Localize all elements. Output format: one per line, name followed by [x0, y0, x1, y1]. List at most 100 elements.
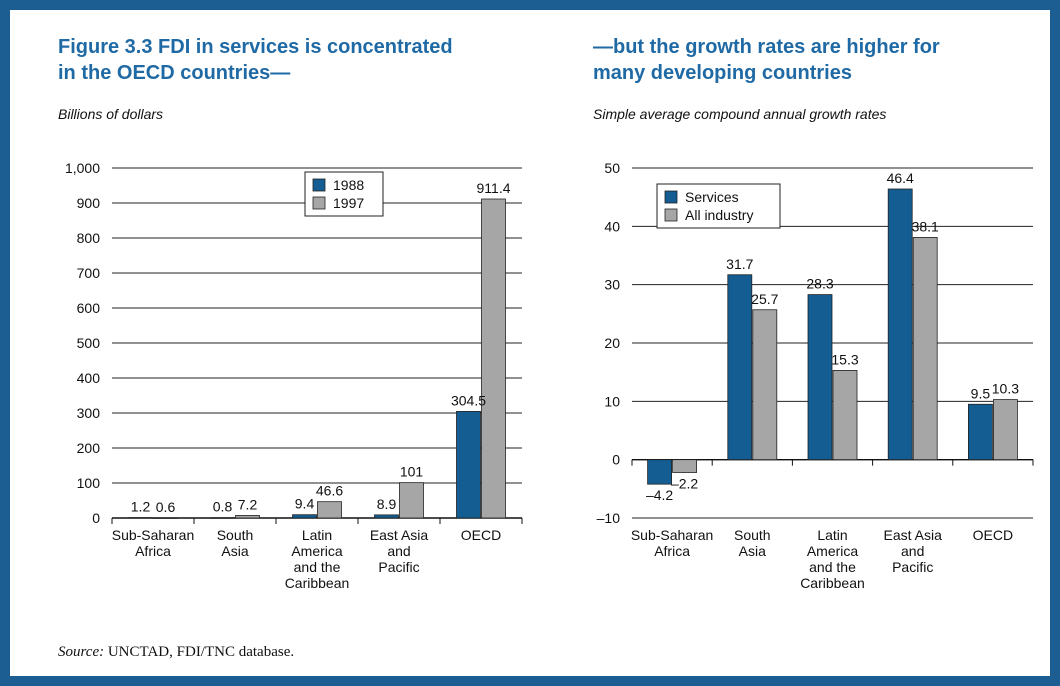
x-tick-label: Caribbean [285, 575, 350, 591]
data-label: 0.8 [213, 499, 233, 515]
y-axis-labels: –10 0 10 20 30 40 50 [597, 160, 621, 526]
x-tick-label: East Asia [884, 527, 943, 543]
y-tick-label: 300 [77, 405, 101, 421]
y-tick-label: 10 [604, 393, 620, 409]
data-label: 10.3 [992, 381, 1019, 397]
data-label: 25.7 [751, 291, 778, 307]
bar-all-industry [832, 370, 858, 461]
x-tick-label: OECD [461, 527, 501, 543]
data-label: 1.2 [131, 499, 151, 515]
data-label: 911.4 [477, 180, 511, 196]
legend-swatch [312, 196, 326, 210]
x-tick-label: and the [294, 559, 341, 575]
data-label: 38.1 [912, 218, 939, 234]
x-tick-label: Asia [221, 543, 248, 559]
bar-services [647, 459, 672, 485]
y-tick-label: 900 [77, 195, 101, 211]
x-tick-label: South [217, 527, 254, 543]
left-bar-chart: 0 100 200 300 400 500 600 700 800 900 1,000 1.2 0.8 9… [65, 160, 523, 591]
y-tick-label: 200 [77, 440, 101, 456]
title-line: many developing countries [593, 62, 852, 84]
x-tick-label: Sub-Saharan [631, 527, 714, 543]
data-labels: –4.2 31.7 28.3 46.4 9.5 –2.2 25.7 15.3 38.1 10.3 [646, 170, 1019, 503]
data-label: 15.3 [831, 351, 858, 367]
bar-1997 [235, 515, 260, 519]
data-label: 9.4 [295, 496, 315, 512]
legend-label: Services [685, 189, 739, 205]
y-tick-label: 20 [604, 335, 620, 351]
source-note: Source: UNCTAD, FDI/TNC database. [58, 644, 294, 661]
x-axis-labels: Sub-SaharanAfricaSouthAsiaLatinAmericaan… [112, 527, 501, 591]
data-label: 31.7 [726, 256, 753, 272]
data-label: 0.6 [156, 499, 176, 515]
bar-1988 [210, 517, 235, 519]
y-tick-label: 0 [92, 510, 100, 526]
title-line: in the OECD countries— [58, 62, 291, 84]
x-tick-label: and the [809, 559, 856, 575]
bar-1997 [399, 482, 424, 519]
x-tick-label: Africa [135, 543, 171, 559]
y-tick-label: 500 [77, 335, 101, 351]
y-tick-label: 0 [612, 452, 620, 468]
x-axis-labels: Sub-SaharanAfricaSouthAsiaLatinAmericaan… [631, 527, 1013, 591]
bar-1988 [374, 514, 399, 519]
data-label: 304.5 [451, 392, 486, 408]
y-tick-label: 700 [77, 265, 101, 281]
title-line: Figure 3.3 FDI in services is concentrat… [58, 36, 453, 58]
bar-1997 [481, 198, 506, 519]
data-label: 28.3 [806, 276, 833, 292]
legend-swatch [312, 178, 326, 192]
bar-services [967, 403, 993, 461]
data-label: –4.2 [646, 487, 673, 503]
y-tick-label: 800 [77, 230, 101, 246]
x-tick-label: Pacific [378, 559, 419, 575]
bars [647, 188, 1018, 485]
x-tick-label: and [901, 543, 924, 559]
right-chart-title: —but the growth rates are higher for many… [593, 34, 1033, 86]
data-label: 46.6 [316, 483, 343, 499]
legend: 1988 1997 [304, 171, 384, 217]
data-label: 46.4 [887, 170, 914, 186]
legend: Services All industry [656, 183, 781, 229]
legend-label: 1988 [333, 177, 364, 193]
bar-services [727, 274, 753, 461]
y-tick-label: –10 [597, 510, 621, 526]
left-chart-subtitle: Billions of dollars [58, 106, 164, 122]
bar-1997 [317, 501, 342, 519]
bar-all-industry [672, 459, 698, 473]
bar-1997 [153, 517, 178, 519]
data-labels: 1.2 0.8 9.4 8.9 304.5 0.6 7.2 46.6 101 911.4 [131, 180, 511, 515]
legend-label: All industry [685, 207, 753, 223]
right-bar-chart: –10 0 10 20 30 40 50 –4.2 31.7 28.3 46.4 9.5 –2.2 25.… [597, 160, 1034, 591]
bar-all-industry [992, 399, 1018, 461]
data-label: 101 [400, 464, 424, 480]
data-label: 9.5 [971, 385, 991, 401]
legend-swatch [664, 208, 678, 222]
x-tick-label: Latin [817, 527, 847, 543]
x-tick-label: East Asia [370, 527, 429, 543]
y-tick-label: 1,000 [65, 160, 100, 176]
bars [128, 198, 506, 519]
data-label: 8.9 [377, 496, 397, 512]
source-label: Source: [58, 644, 105, 660]
y-tick-label: 40 [604, 218, 620, 234]
bar-all-industry [912, 237, 938, 461]
x-tick-label: and [387, 543, 410, 559]
x-tick-label: Caribbean [800, 575, 865, 591]
title-line: —but the growth rates are higher for [593, 36, 940, 58]
bar-all-industry [752, 309, 778, 461]
right-chart-subtitle: Simple average compound annual growth ra… [593, 106, 887, 122]
x-tick-label: Latin [302, 527, 332, 543]
x-axis-ticks [631, 459, 1034, 466]
legend-box [656, 183, 781, 229]
y-tick-label: 50 [604, 160, 620, 176]
bar-services [807, 294, 833, 461]
data-label: –2.2 [671, 476, 698, 492]
y-tick-label: 600 [77, 300, 101, 316]
x-tick-label: America [291, 543, 343, 559]
x-tick-label: Asia [739, 543, 766, 559]
y-tick-label: 400 [77, 370, 101, 386]
y-axis-labels: 0 100 200 300 400 500 600 700 800 900 1,000 [65, 160, 100, 526]
legend-swatch [664, 190, 678, 204]
